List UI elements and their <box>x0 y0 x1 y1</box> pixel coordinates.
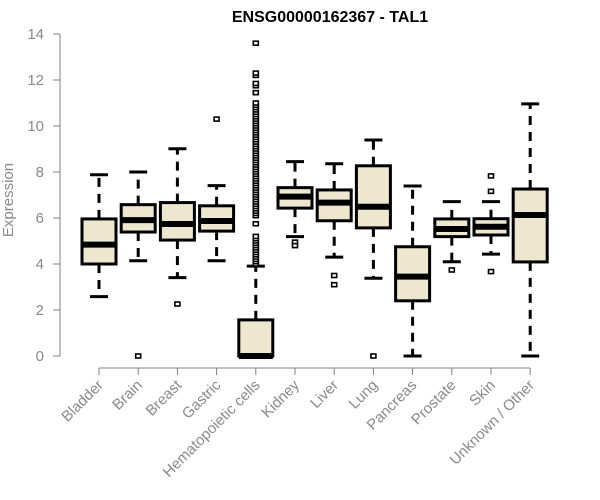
outlier-point <box>252 89 260 96</box>
box-pancreas <box>394 184 432 358</box>
outlier-point <box>448 267 456 273</box>
x-tick-label: Lung <box>346 377 382 413</box>
y-tick-label: 8 <box>36 164 44 181</box>
x-tick-label: Bladder <box>58 377 107 426</box>
box-prostate <box>433 200 471 273</box>
box-skin <box>472 173 510 275</box>
outlier-point <box>252 80 260 87</box>
outlier-point <box>252 40 260 47</box>
outlier-point <box>252 70 260 76</box>
box-hematopoietic-cells <box>237 40 275 359</box>
x-tick-label: Skin <box>466 377 499 410</box>
outlier-point <box>487 173 495 179</box>
outlier-point <box>330 281 338 288</box>
outlier-point <box>174 301 181 307</box>
y-tick-label: 14 <box>27 26 44 43</box>
iqr-box <box>511 187 549 264</box>
outlier-point <box>291 242 299 249</box>
y-tick-label: 4 <box>36 256 44 273</box>
y-tick-label: 0 <box>36 348 44 365</box>
box-lung <box>354 138 392 359</box>
y-tick-label: 2 <box>36 302 44 319</box>
outlier-point <box>487 188 495 195</box>
outlier-point <box>134 353 142 359</box>
y-tick-label: 10 <box>27 118 44 135</box>
outlier-point <box>487 268 495 275</box>
box-breast <box>158 147 196 307</box>
box-liver <box>315 162 353 288</box>
y-tick-label: 12 <box>27 72 44 89</box>
box-brain <box>119 170 157 359</box>
outlier-point <box>252 100 260 106</box>
y-tick-label: 6 <box>36 210 44 227</box>
y-axis: 0 2 4 6 8 10 12 14 <box>27 26 61 365</box>
boxes-group <box>80 40 549 359</box>
iqr-box <box>237 318 275 358</box>
outlier-point <box>213 116 220 122</box>
box-gastric <box>198 116 236 263</box>
outlier-point <box>252 233 260 240</box>
outlier-point <box>330 272 338 279</box>
y-axis-label: Expression <box>0 163 17 237</box>
x-tick-label: Kidney <box>258 376 303 421</box>
chart-title: ENSG00000162367 - TAL1 <box>232 9 428 26</box>
iqr-box <box>80 217 118 266</box>
x-tick-label: Breast <box>143 376 186 419</box>
box-bladder <box>80 173 118 299</box>
outlier-point <box>370 353 377 359</box>
box-unknown-other <box>511 102 549 358</box>
x-tick-label: Brain <box>109 377 146 414</box>
outlier-point <box>252 220 260 227</box>
box-kidney <box>276 160 314 249</box>
iqr-box <box>354 164 392 230</box>
x-tick-label: Liver <box>307 377 342 412</box>
